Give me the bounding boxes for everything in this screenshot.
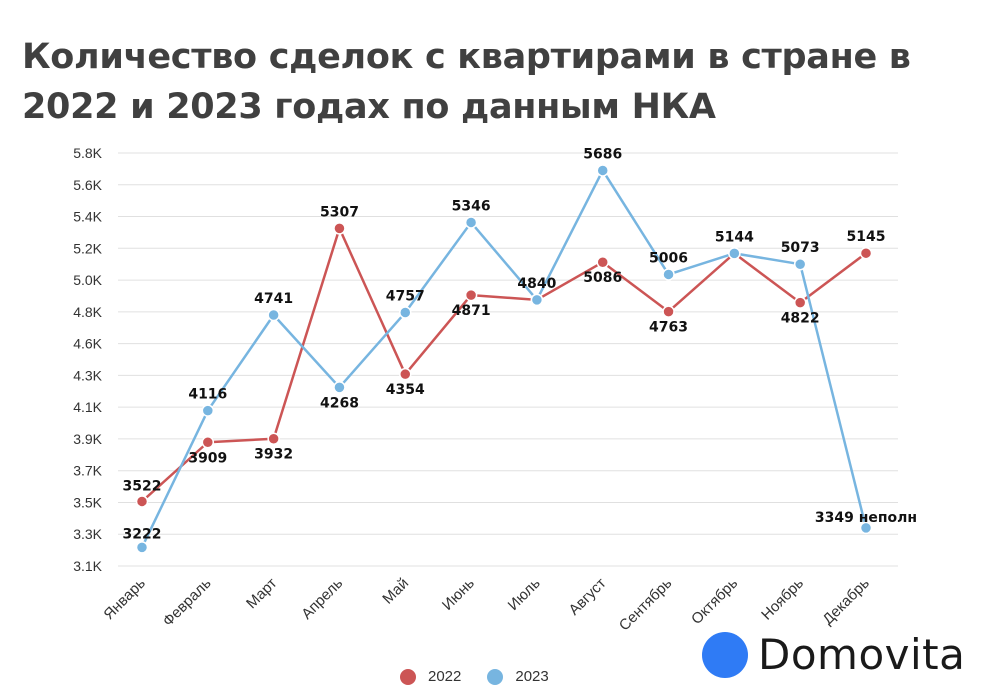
data-point-2023 [793,257,807,271]
x-category-label: Ноябрь [758,575,807,624]
data-point-2022 [399,367,412,381]
data-label-2023: 4757 [386,289,425,305]
data-point-2023 [728,247,741,260]
series-lines [140,169,868,548]
series-points [135,164,873,554]
x-category-label: Октябрь [688,575,741,628]
data-point-2023 [201,404,215,417]
y-tick-label: 3.1K [73,558,102,574]
data-point-2023 [596,164,609,177]
data-label-2023: 5073 [781,240,820,256]
data-point-2023 [464,216,478,229]
y-tick-label: 5.2K [73,240,102,256]
data-point-2022 [333,222,346,235]
data-label-2023: 5686 [583,146,622,162]
y-tick-label: 5.6K [73,177,102,193]
series-line-2022 [141,227,867,503]
x-category-label: Декабрь [819,575,873,629]
y-tick-label: 4.8K [73,304,102,320]
series-line-2023 [140,169,868,548]
y-tick-label: 3.5K [73,494,102,510]
data-point-2023 [859,521,873,535]
y-axis-tick-labels: 3.1K 3.3K 3.5K 3.7K 3.9K 4.1K 4.3K 4.6K 4.8K 5.0K… [73,145,102,574]
y-tick-label: 5.4K [73,209,102,225]
data-label-2023: 5144 [715,229,754,245]
data-point-2022 [201,436,215,449]
grid-lines [118,152,898,567]
data-label-2022: 3909 [188,450,227,466]
x-category-label: Июнь [439,575,478,614]
y-tick-label: 3.9K [73,431,102,447]
data-label-2023: 5006 [649,250,688,266]
data-label-2022: 3932 [254,447,293,463]
y-tick-label: 3.3K [73,526,102,542]
data-point-2023 [267,308,280,322]
data-labels: 3522 3909 3932 5307 4354 4871 5086 4763 4822 5145… [123,146,918,542]
data-point-2023 [662,268,675,281]
data-point-2022 [662,305,675,318]
data-label-2022: 5307 [320,204,359,220]
brand-dot-icon [702,632,748,678]
y-tick-label: 4.6K [73,336,102,352]
x-category-label: Июль [505,575,544,614]
brand-logo: Domovita [702,632,965,678]
data-label-2022: 5145 [847,229,886,245]
y-tick-label: 5.8K [73,145,102,161]
x-category-label: Февраль [160,575,215,630]
y-tick-label: 4.3K [73,367,102,383]
x-category-label: Январь [100,575,149,624]
chart-title: Количество сделок с квартирами в стране … [22,37,911,127]
data-label-2023: 3222 [123,526,162,542]
x-category-label: Март [243,575,280,612]
x-axis-category-labels: Январь Февраль Март Апрель Май Июнь Июль Август… [100,575,873,635]
legend-item-2022[interactable]: 2022 [400,668,461,685]
data-point-2022 [267,432,280,445]
x-category-label: Сентябрь [616,575,676,635]
data-label-2022: 4354 [386,382,425,398]
x-category-label: Май [379,575,412,608]
legend-item-2023[interactable]: 2023 [487,668,549,685]
data-label-2023: 4741 [254,291,293,307]
x-category-label: Август [566,575,610,619]
data-label-2023: 4116 [188,387,227,403]
x-category-label: Апрель [298,575,346,623]
legend-swatch-2022 [400,668,416,685]
data-label-2023: 4268 [320,395,359,411]
data-point-2023 [333,381,346,394]
y-tick-label: 3.7K [73,463,102,479]
y-tick-label: 4.1K [73,399,102,415]
data-point-2022 [135,495,149,508]
legend-label-2023: 2023 [515,668,549,685]
data-point-2022 [464,288,478,302]
y-tick-label: 5.0K [73,272,102,288]
brand-name: Domovita [758,630,966,679]
data-label-2022: 4763 [649,320,688,336]
data-point-2023 [530,293,544,307]
data-point-2023 [135,541,149,554]
data-point-2022 [793,296,807,309]
legend-swatch-2023 [487,668,504,685]
data-point-2022 [596,255,609,269]
data-label-2022: 5086 [583,270,622,286]
data-label-2022: 4871 [452,303,491,319]
data-label-2023: 3349 неполн [815,510,917,526]
legend: 2022 2023 [400,668,549,685]
legend-label-2022: 2022 [428,668,462,685]
data-label-2022: 3522 [123,478,162,494]
data-point-2023 [399,306,412,319]
data-label-2023: 4840 [517,276,556,292]
data-label-2023: 5346 [452,198,491,214]
data-point-2022 [859,246,873,260]
data-label-2022: 4822 [781,311,820,327]
